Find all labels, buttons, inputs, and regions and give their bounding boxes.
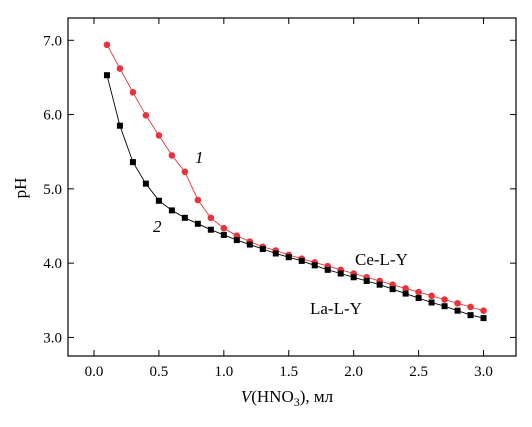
x-axis-title-italic: V	[241, 387, 254, 406]
series-2-point	[142, 180, 149, 187]
series-2-point	[363, 277, 370, 284]
series-2-point	[337, 270, 344, 277]
series-2-point	[116, 122, 123, 129]
series-2-point	[220, 231, 227, 238]
y-tick-label: 3.0	[43, 330, 62, 346]
series-1-point	[454, 299, 461, 307]
axis-ticks: 0.0 0.5 1.0 1.5 2.0 2.5 3.0 3.0 4.0 5.0 6.0 7.0	[43, 18, 516, 380]
x-tick-label: 1.0	[214, 364, 233, 380]
x-tick-label: 3.0	[474, 364, 493, 380]
series-group	[103, 41, 487, 322]
series-1-point	[129, 88, 137, 96]
series-1-point	[194, 196, 202, 204]
plot-frame	[67, 17, 517, 357]
series-2-point	[272, 250, 279, 257]
series-2-point	[428, 299, 435, 306]
x-tick-label: 1.5	[279, 364, 298, 380]
x-tick-label: 2.0	[344, 364, 363, 380]
series-1-point	[116, 65, 124, 72]
x-tick-label: 0.0	[85, 364, 104, 380]
series-1-point	[142, 112, 150, 119]
series-label-ce: Ce-L-Y	[355, 250, 408, 269]
series-1-point	[480, 307, 487, 314]
series-2-point	[181, 214, 188, 221]
curve-number-1: 1	[195, 148, 204, 167]
x-axis-title-main: (HNO	[251, 387, 294, 406]
series-2-point	[480, 315, 487, 322]
y-tick-label: 7.0	[43, 33, 62, 49]
series-2-point	[298, 257, 305, 264]
series-line-1	[106, 44, 484, 312]
series-2-point	[194, 220, 201, 227]
series-2-point	[129, 159, 136, 166]
series-1-point	[220, 224, 228, 232]
series-2-point	[259, 246, 266, 253]
series-1-point	[402, 285, 409, 292]
series-label-la: La-L-Y	[310, 299, 362, 318]
series-2-point	[324, 266, 331, 273]
series-1-point	[428, 292, 435, 300]
series-2-point	[415, 295, 422, 302]
series-1-point	[181, 168, 189, 176]
series-1-point	[168, 152, 176, 159]
series-2-point	[454, 307, 461, 314]
series-2-point	[246, 241, 253, 248]
series-2-point	[311, 262, 318, 269]
series-2-point	[103, 72, 110, 79]
series-2-point	[467, 312, 474, 319]
x-tick-label: 2.5	[409, 364, 428, 380]
y-tick-label: 4.0	[43, 256, 62, 272]
series-2-point	[233, 237, 240, 244]
series-1-point	[103, 41, 111, 49]
series-2-point	[207, 226, 214, 233]
series-1-point	[207, 214, 215, 222]
series-2-point	[441, 303, 448, 310]
series-1-point	[467, 303, 474, 311]
series-2-point	[402, 290, 409, 297]
x-axis-title: V(HNO3), мл	[241, 387, 334, 409]
y-axis-title: pH	[11, 178, 30, 199]
series-2-point	[350, 274, 357, 281]
x-axis-title-tail: ), мл	[300, 387, 334, 406]
x-tick-label: 0.5	[150, 364, 169, 380]
series-2-point	[376, 281, 383, 288]
y-tick-label: 6.0	[43, 108, 62, 124]
series-1-point	[441, 296, 448, 303]
plot-border	[67, 17, 517, 357]
series-2-point	[155, 197, 162, 204]
series-2-point	[168, 207, 175, 214]
series-2-point	[389, 286, 396, 293]
y-tick-label: 5.0	[43, 182, 62, 198]
series-line-2	[106, 75, 484, 319]
series-2-point	[285, 254, 292, 261]
series-1-point	[155, 132, 163, 139]
x-axis-title-sub: 3	[294, 395, 300, 409]
curve-number-2: 2	[153, 217, 162, 236]
series-1-point	[415, 288, 422, 296]
